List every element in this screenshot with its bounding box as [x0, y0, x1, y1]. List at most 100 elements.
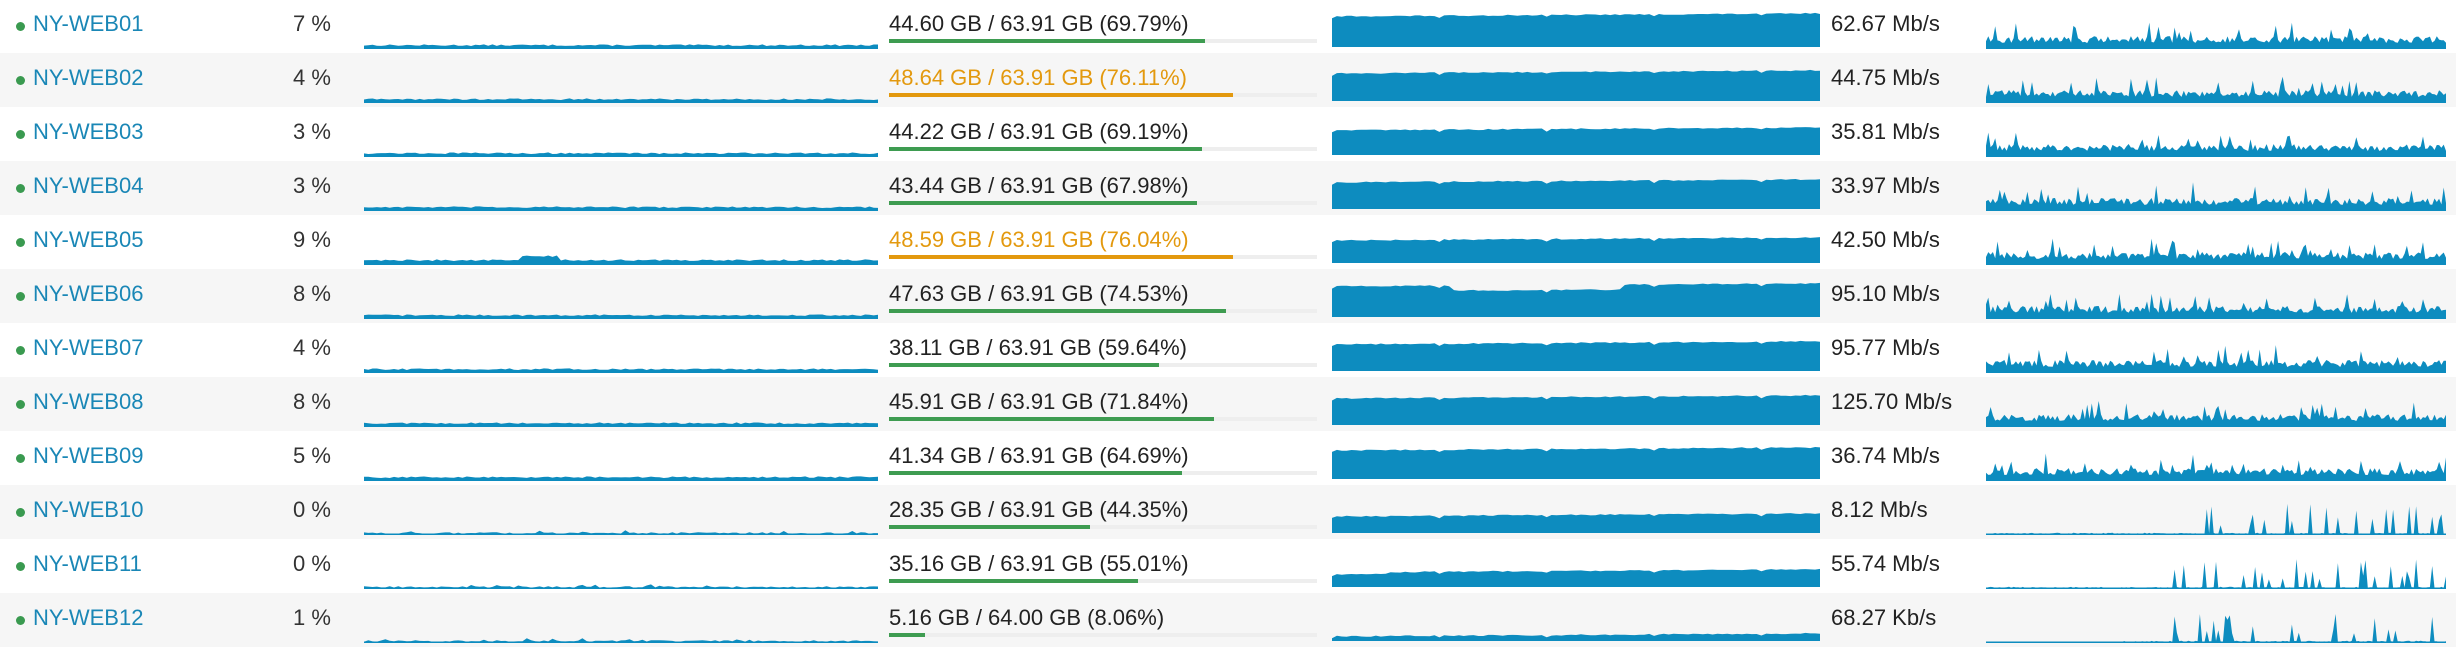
network-value: 55.74 Mb/s [1831, 551, 1940, 576]
memory-history-chart [1332, 127, 1820, 155]
cpu-value: 0 % [293, 551, 331, 576]
memory-history-chart [1332, 513, 1820, 533]
server-name-link[interactable]: NY-WEB10 [33, 497, 144, 522]
network-value: 44.75 Mb/s [1831, 65, 1940, 90]
memory-history-chart [1332, 179, 1820, 209]
server-name-link[interactable]: NY-WEB08 [33, 389, 144, 414]
status-dot-icon [16, 130, 25, 139]
memory-bar-track [889, 471, 1317, 475]
cpu-value: 1 % [293, 605, 331, 630]
server-row[interactable]: NY-WEB12 1 % 5.16 GB / 64.00 GB (8.06%) 68.… [0, 593, 2456, 647]
server-name-link[interactable]: NY-WEB07 [33, 335, 144, 360]
status-dot-icon [16, 562, 25, 571]
server-row[interactable]: NY-WEB11 0 % 35.16 GB / 63.91 GB (55.01%) 5… [0, 539, 2456, 593]
memory-value: 48.59 GB / 63.91 GB (76.04%) [889, 227, 1189, 252]
server-row[interactable]: NY-WEB05 9 % 48.59 GB / 63.91 GB (76.04%) 4… [0, 215, 2456, 269]
server-name-link[interactable]: NY-WEB12 [33, 605, 144, 630]
memory-history-chart [1332, 568, 1820, 587]
memory-value: 5.16 GB / 64.00 GB (8.06%) [889, 605, 1165, 630]
cpu-sparkline [364, 255, 878, 265]
server-name-link[interactable]: NY-WEB09 [33, 443, 144, 468]
status-dot-icon [16, 346, 25, 355]
network-sparkline [1986, 614, 2446, 643]
status-dot-icon [16, 184, 25, 193]
network-value: 95.10 Mb/s [1831, 281, 1940, 306]
memory-bar-track [889, 147, 1317, 151]
memory-value: 41.34 GB / 63.91 GB (64.69%) [889, 443, 1189, 468]
memory-value: 38.11 GB / 63.91 GB (59.64%) [889, 335, 1187, 360]
network-value: 33.97 Mb/s [1831, 173, 1940, 198]
network-sparkline [1986, 132, 2446, 157]
network-value: 42.50 Mb/s [1831, 227, 1940, 252]
memory-bar-fill [889, 147, 1203, 151]
server-row[interactable]: NY-WEB10 0 % 28.35 GB / 63.91 GB (44.35%) 8… [0, 485, 2456, 539]
server-row[interactable]: NY-WEB07 4 % 38.11 GB / 63.91 GB (59.64%) 9… [0, 323, 2456, 377]
status-dot-icon [16, 76, 25, 85]
network-sparkline [1986, 238, 2446, 265]
server-name-link[interactable]: NY-WEB11 [33, 551, 142, 576]
status-dot-icon [16, 238, 25, 247]
memory-bar-track [889, 579, 1317, 583]
server-name-link[interactable]: NY-WEB06 [33, 281, 144, 306]
status-dot-icon [16, 616, 25, 625]
server-row[interactable]: NY-WEB09 5 % 41.34 GB / 63.91 GB (64.69%) 3… [0, 431, 2456, 485]
memory-value: 44.60 GB / 63.91 GB (69.79%) [889, 11, 1189, 36]
memory-bar-fill [889, 525, 1090, 529]
memory-bar-track [889, 255, 1317, 259]
server-name-link[interactable]: NY-WEB05 [33, 227, 144, 252]
memory-bar-fill [889, 363, 1159, 367]
network-value: 95.77 Mb/s [1831, 335, 1940, 360]
memory-value: 45.91 GB / 63.91 GB (71.84%) [889, 389, 1189, 414]
network-sparkline [1986, 401, 2446, 427]
server-row[interactable]: NY-WEB01 7 % 44.60 GB / 63.91 GB (69.79%) 6… [0, 0, 2456, 53]
network-sparkline [1986, 345, 2446, 373]
cpu-sparkline [364, 98, 878, 103]
cpu-sparkline [364, 44, 878, 49]
server-row[interactable]: NY-WEB06 8 % 47.63 GB / 63.91 GB (74.53%) 9… [0, 269, 2456, 323]
network-sparkline [1986, 559, 2446, 589]
cpu-sparkline [364, 584, 878, 589]
server-row[interactable]: NY-WEB04 3 % 43.44 GB / 63.91 GB (67.98%) 3… [0, 161, 2456, 215]
cpu-value: 8 % [293, 281, 331, 306]
status-dot-icon [16, 292, 25, 301]
server-name-link[interactable]: NY-WEB01 [33, 11, 144, 36]
cpu-sparkline [364, 152, 878, 157]
status-dot-icon [16, 400, 25, 409]
memory-value: 47.63 GB / 63.91 GB (74.53%) [889, 281, 1189, 306]
memory-bar-fill [889, 93, 1234, 97]
memory-history-chart [1332, 69, 1820, 101]
server-name-link[interactable]: NY-WEB02 [33, 65, 144, 90]
memory-bar-fill [889, 579, 1138, 583]
server-row[interactable]: NY-WEB03 3 % 44.22 GB / 63.91 GB (69.19%) 3… [0, 107, 2456, 161]
memory-history-chart [1332, 447, 1820, 479]
cpu-value: 3 % [293, 119, 331, 144]
memory-history-chart [1332, 12, 1820, 47]
network-value: 36.74 Mb/s [1831, 443, 1940, 468]
memory-bar-track [889, 633, 1317, 637]
memory-bar-fill [889, 309, 1227, 313]
memory-bar-track [889, 309, 1317, 313]
memory-history-chart [1332, 632, 1820, 641]
memory-history-chart [1332, 340, 1820, 371]
status-dot-icon [16, 508, 25, 517]
memory-value: 28.35 GB / 63.91 GB (44.35%) [889, 497, 1189, 522]
status-dot-icon [16, 22, 25, 31]
server-row[interactable]: NY-WEB02 4 % 48.64 GB / 63.91 GB (76.11%) 4… [0, 53, 2456, 107]
cpu-value: 9 % [293, 227, 331, 252]
memory-bar-fill [889, 417, 1215, 421]
cpu-sparkline [364, 530, 878, 535]
cpu-sparkline [364, 638, 878, 643]
cpu-sparkline [364, 206, 878, 211]
cpu-sparkline [364, 368, 878, 373]
server-name-link[interactable]: NY-WEB04 [33, 173, 144, 198]
memory-bar-track [889, 39, 1317, 43]
server-name-link[interactable]: NY-WEB03 [33, 119, 144, 144]
memory-value: 48.64 GB / 63.91 GB (76.11%) [889, 65, 1187, 90]
server-row[interactable]: NY-WEB08 8 % 45.91 GB / 63.91 GB (71.84%) 1… [0, 377, 2456, 431]
cpu-sparkline [364, 422, 878, 427]
memory-history-chart [1332, 394, 1820, 425]
network-sparkline [1986, 182, 2446, 211]
cpu-value: 5 % [293, 443, 331, 468]
cpu-value: 7 % [293, 11, 331, 36]
